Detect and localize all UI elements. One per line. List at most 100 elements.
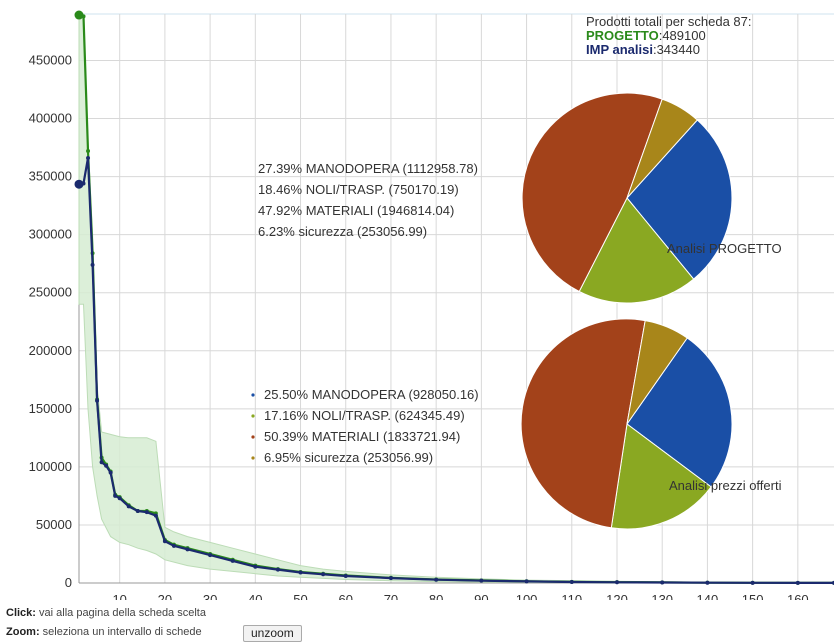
- unzoom-button[interactable]: unzoom: [243, 625, 302, 642]
- y-tick-label: 100000: [29, 459, 72, 474]
- totals-header: Prodotti totali per scheda 87:: [586, 14, 752, 29]
- pie2-legend-line: 6.95% sicurezza (253056.99): [264, 450, 433, 465]
- pie-charts: Analisi PROGETTO Analisi prezzi offerti: [520, 92, 782, 530]
- y-tick-label: 450000: [29, 52, 72, 67]
- series-point: [343, 574, 348, 579]
- series-point: [185, 547, 190, 552]
- series-point: [660, 580, 665, 585]
- pie1-legend-line: 18.46% NOLI/TRASP. (750170.19): [258, 182, 459, 197]
- x-tick-label: 50: [293, 592, 307, 600]
- y-tick-label: 0: [65, 575, 72, 590]
- series-point: [298, 570, 303, 575]
- pie1-slice-manodopera: [626, 119, 733, 280]
- series-point: [99, 460, 104, 465]
- y-tick-label: 200000: [29, 343, 72, 358]
- x-tick-label: 30: [203, 592, 217, 600]
- series-point: [750, 580, 755, 585]
- series-point: [162, 539, 167, 544]
- series-point: [90, 262, 95, 267]
- pie2-legend-line: 50.39% MATERIALI (1833721.94): [264, 429, 460, 444]
- x-tick-label: 120: [606, 592, 628, 600]
- pie2-legend-line: 25.50% MANODOPERA (928050.16): [264, 387, 479, 402]
- series-point: [614, 580, 619, 585]
- pie2-slice-materiali: [520, 318, 646, 529]
- pie1-slice-sicurezza: [626, 98, 699, 199]
- totals-progetto-value: :489100: [659, 28, 706, 43]
- pie1-slice-materiali: [521, 92, 663, 293]
- pie2-legend-marker: [251, 456, 255, 460]
- series-point: [126, 504, 131, 509]
- series-point: [74, 10, 84, 20]
- series-point: [81, 14, 86, 19]
- series-point: [104, 463, 109, 468]
- x-tick-label: 90: [474, 592, 488, 600]
- totals-progetto: PROGETTO:489100: [586, 28, 706, 43]
- totals-box: Prodotti totali per scheda 87:PROGETTO:4…: [586, 14, 752, 57]
- x-tick-label: 160: [787, 592, 809, 600]
- x-tick-label: 80: [429, 592, 443, 600]
- series-point: [388, 576, 393, 581]
- series-point: [275, 567, 280, 572]
- y-tick-label: 350000: [29, 169, 72, 184]
- series-point: [171, 543, 176, 548]
- pie2-legend-marker: [251, 414, 255, 418]
- y-tick-label: 300000: [29, 227, 72, 242]
- pie2-legend-marker: [251, 435, 255, 439]
- pie1-legend-line: 27.39% MANODOPERA (1112958.78): [258, 161, 478, 176]
- x-tick-label: 40: [248, 592, 262, 600]
- pie2-legend-line: 17.16% NOLI/TRASP. (624345.49): [264, 408, 465, 423]
- click-hint-text: vai alla pagina della scheda scelta: [35, 607, 206, 619]
- x-tick-label: 130: [651, 592, 673, 600]
- pie-legends: 27.39% MANODOPERA (1112958.78) 18.46% NOL…: [251, 161, 479, 465]
- pie1-slice-nolitrasp: [578, 197, 695, 304]
- series-point: [524, 579, 529, 584]
- y-tick-label: 150000: [29, 401, 72, 416]
- series-point: [113, 493, 118, 498]
- zoom-hint-label: Zoom:: [6, 626, 40, 638]
- series-point: [569, 579, 574, 584]
- series-point: [117, 496, 122, 501]
- series-point: [74, 179, 84, 189]
- pie2-slice-sicurezza: [626, 320, 688, 425]
- x-tick-label: 110: [561, 592, 582, 600]
- series-point: [153, 513, 158, 518]
- range-band-area: [78, 14, 834, 584]
- series-point: [95, 398, 100, 403]
- y-tick-label: 400000: [29, 111, 72, 126]
- x-tick-label: 70: [384, 592, 398, 600]
- y-tick-label: 50000: [36, 517, 72, 532]
- grid: [79, 13, 834, 584]
- y-tick-label: 250000: [29, 285, 72, 300]
- series-point: [86, 155, 91, 160]
- series-point: [230, 558, 235, 563]
- series-point: [321, 572, 326, 577]
- pie1-legend-line: 6.23% sicurezza (253056.99): [258, 224, 427, 239]
- range-band: [78, 14, 834, 584]
- pie2-label: Analisi prezzi offerti: [669, 478, 782, 493]
- totals-progetto-label: PROGETTO: [586, 28, 659, 43]
- series-point: [135, 509, 140, 514]
- x-tick-label: 150: [742, 592, 764, 600]
- series-line-progetto: [78, 13, 834, 585]
- x-tick-label: 20: [158, 592, 172, 600]
- series-point: [108, 470, 113, 475]
- totals-imp-value: :343440: [653, 42, 700, 57]
- series-point: [86, 149, 91, 154]
- pie1-legend-line: 47.92% MATERIALI (1946814.04): [258, 203, 454, 218]
- totals-imp-label: IMP analisi: [586, 42, 653, 57]
- series-point: [144, 510, 149, 515]
- series-lines: [74, 10, 834, 585]
- zoom-hint: Zoom: seleziona un intervallo di schede: [6, 626, 202, 638]
- x-tick-label: 100: [516, 592, 538, 600]
- click-hint-label: Click:: [6, 607, 36, 619]
- x-tick-label: 60: [339, 592, 353, 600]
- main-chart[interactable]: 0 50000 100000 150000 200000 250000 300000 3500…: [0, 0, 834, 607]
- series-point: [434, 577, 439, 582]
- series-point: [705, 580, 710, 585]
- totals-imp: IMP analisi:343440: [586, 42, 700, 57]
- pie2-slice-manodopera: [626, 337, 733, 488]
- x-tick-label: 10: [112, 592, 126, 600]
- series-point: [81, 181, 86, 186]
- zoom-hint-text: seleziona un intervallo di schede: [39, 626, 202, 638]
